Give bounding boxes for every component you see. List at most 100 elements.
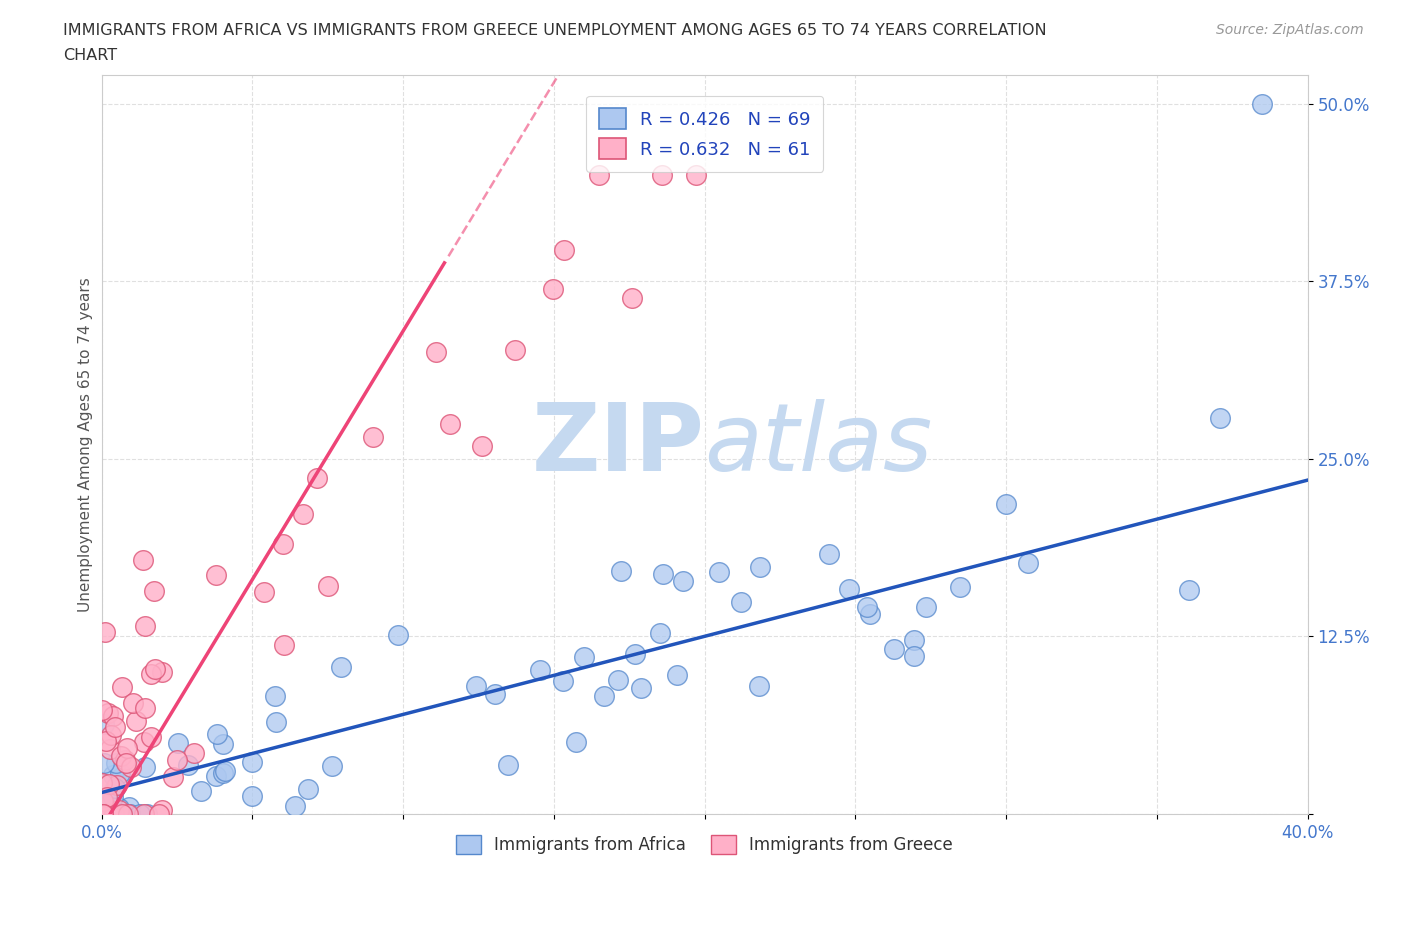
Point — [104, 781, 127, 796]
Point — [110, 749, 132, 764]
Point — [651, 566, 673, 581]
Point — [273, 637, 295, 652]
Point — [291, 507, 314, 522]
Point — [903, 633, 925, 648]
Point — [136, 806, 159, 821]
Point — [651, 167, 673, 182]
Point — [205, 567, 228, 582]
Point — [93, 716, 115, 731]
Point — [148, 806, 170, 821]
Point — [91, 806, 114, 821]
Point — [903, 648, 925, 663]
Point — [98, 741, 121, 756]
Point — [101, 709, 124, 724]
Point — [162, 770, 184, 785]
Point — [240, 754, 263, 769]
Point — [207, 726, 229, 741]
Point — [143, 584, 166, 599]
Point — [606, 672, 628, 687]
Point — [97, 796, 120, 811]
Point — [111, 680, 134, 695]
Point — [96, 790, 118, 804]
Point — [263, 688, 285, 703]
Point — [108, 765, 131, 780]
Point — [129, 806, 152, 821]
Point — [588, 167, 610, 182]
Legend: Immigrants from Africa, Immigrants from Greece: Immigrants from Africa, Immigrants from … — [450, 829, 960, 861]
Point — [91, 806, 114, 821]
Point — [620, 290, 643, 305]
Point — [624, 647, 647, 662]
Point — [749, 560, 772, 575]
Point — [1209, 411, 1232, 426]
Point — [103, 806, 125, 821]
Point — [94, 790, 117, 805]
Point — [110, 770, 132, 785]
Point — [134, 700, 156, 715]
Point — [183, 746, 205, 761]
Point — [609, 564, 631, 578]
Point — [838, 581, 860, 596]
Point — [665, 668, 688, 683]
Point — [90, 703, 112, 718]
Point — [120, 759, 142, 774]
Point — [1251, 97, 1274, 112]
Point — [672, 574, 695, 589]
Point — [425, 345, 447, 360]
Point — [143, 662, 166, 677]
Point — [114, 755, 136, 770]
Point — [307, 471, 329, 485]
Point — [484, 686, 506, 701]
Point — [859, 607, 882, 622]
Point — [363, 430, 385, 445]
Point — [214, 764, 236, 778]
Point — [112, 806, 135, 821]
Point — [994, 496, 1017, 511]
Point — [748, 679, 770, 694]
Point — [284, 798, 307, 813]
Point — [101, 790, 124, 804]
Point — [166, 752, 188, 767]
Point — [152, 665, 174, 680]
Point — [122, 696, 145, 711]
Point — [1178, 582, 1201, 597]
Point — [496, 757, 519, 772]
Point — [118, 806, 141, 821]
Point — [707, 565, 730, 579]
Point — [132, 806, 155, 821]
Point — [112, 806, 135, 821]
Point — [551, 674, 574, 689]
Point — [177, 758, 200, 773]
Point — [650, 626, 672, 641]
Point — [321, 759, 343, 774]
Point — [253, 585, 276, 600]
Text: ZIP: ZIP — [531, 399, 704, 491]
Point — [117, 806, 139, 821]
Point — [103, 767, 125, 782]
Point — [91, 776, 114, 790]
Point — [271, 537, 294, 551]
Point — [94, 624, 117, 639]
Point — [593, 689, 616, 704]
Point — [1017, 556, 1039, 571]
Point — [211, 737, 233, 751]
Point — [883, 642, 905, 657]
Point — [630, 681, 652, 696]
Point — [949, 579, 972, 594]
Point — [139, 667, 162, 682]
Point — [150, 803, 173, 817]
Point — [134, 759, 156, 774]
Point — [100, 727, 122, 742]
Point — [915, 600, 938, 615]
Point — [105, 777, 128, 792]
Point — [529, 662, 551, 677]
Point — [439, 417, 461, 432]
Point — [104, 756, 127, 771]
Point — [104, 720, 127, 735]
Point — [264, 714, 287, 729]
Point — [464, 679, 486, 694]
Point — [111, 806, 134, 821]
Point — [316, 578, 339, 593]
Point — [91, 793, 114, 808]
Point — [131, 552, 153, 567]
